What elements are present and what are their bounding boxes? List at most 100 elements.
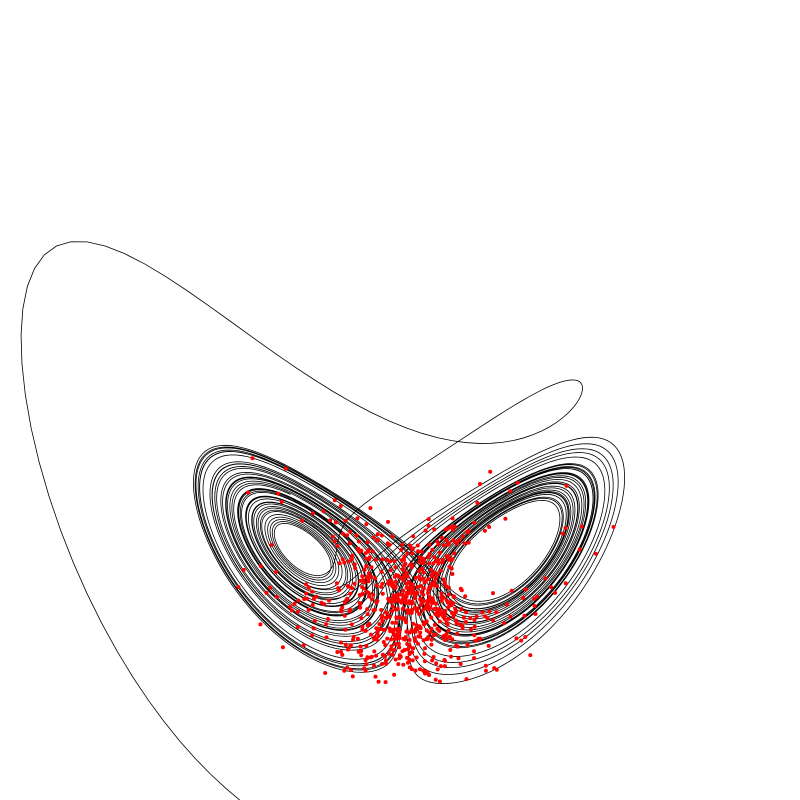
particle [274,595,279,599]
particle [340,557,345,562]
particle [460,626,465,631]
particle [258,622,263,627]
particle [442,633,447,638]
particle [358,605,363,610]
particle [429,581,434,586]
particle [442,664,447,669]
particle [361,578,366,583]
particle [328,518,333,523]
particle [364,522,369,527]
particle [407,599,412,604]
trajectory [20,241,626,800]
particle [411,646,416,651]
particle [372,607,377,612]
particle [423,528,428,533]
particle [357,593,362,597]
particle [397,645,402,650]
particle [401,588,406,593]
particle [384,661,389,666]
particle [472,656,477,661]
particle [295,625,300,629]
particle [450,572,455,576]
particle [593,551,598,556]
particle [379,608,384,612]
particle [368,506,373,511]
particle [430,601,435,606]
particle [448,558,453,563]
particle [364,556,369,561]
particle [347,541,352,546]
particle [356,539,361,544]
particle [413,575,418,580]
particle [449,654,454,659]
particle [323,671,328,675]
particle [236,585,241,589]
particle [387,598,391,603]
particle [410,582,415,587]
particle [397,656,402,661]
particle [523,587,528,592]
particle [334,581,339,586]
particle [515,480,520,485]
particle [364,644,369,648]
particle [332,539,337,544]
particle [444,538,449,543]
particle [304,582,309,587]
particle [380,662,384,666]
particle [435,539,440,544]
particle [503,516,508,521]
particle [365,540,370,545]
particle [274,570,278,574]
particle [472,624,477,629]
particle [258,564,263,569]
particle [415,543,420,548]
particle [321,509,326,514]
particle [416,634,421,639]
particle [417,559,422,564]
particle [431,633,436,637]
particle [371,535,376,540]
particle [369,565,374,570]
particle [468,616,473,621]
particle [348,591,353,596]
particle [373,674,378,679]
particle [400,542,405,547]
particle [380,614,385,618]
particle [426,555,431,560]
particle [419,549,424,554]
particle [453,606,458,611]
particle [553,590,558,595]
particle [393,642,398,647]
particle [412,592,417,597]
particle [528,653,533,658]
particle [390,652,395,657]
particle [427,673,432,677]
particle [276,491,281,496]
particle [357,549,362,554]
particle [311,626,316,631]
particle [533,612,538,616]
particle [360,585,365,590]
particle [458,622,463,627]
particle [421,570,426,575]
particle [475,501,480,505]
particle [444,598,449,603]
particle [451,614,456,619]
particle [388,647,393,652]
particle [381,627,386,632]
particle [543,576,548,581]
particle [396,641,401,646]
particle [350,553,355,558]
particle [402,558,406,562]
particle [450,528,455,532]
particle [446,542,450,547]
particle [459,607,464,612]
particle [443,527,448,532]
particle [400,607,405,611]
particles [236,456,616,685]
particle [443,659,448,663]
particle [367,621,372,626]
particle [392,636,397,641]
